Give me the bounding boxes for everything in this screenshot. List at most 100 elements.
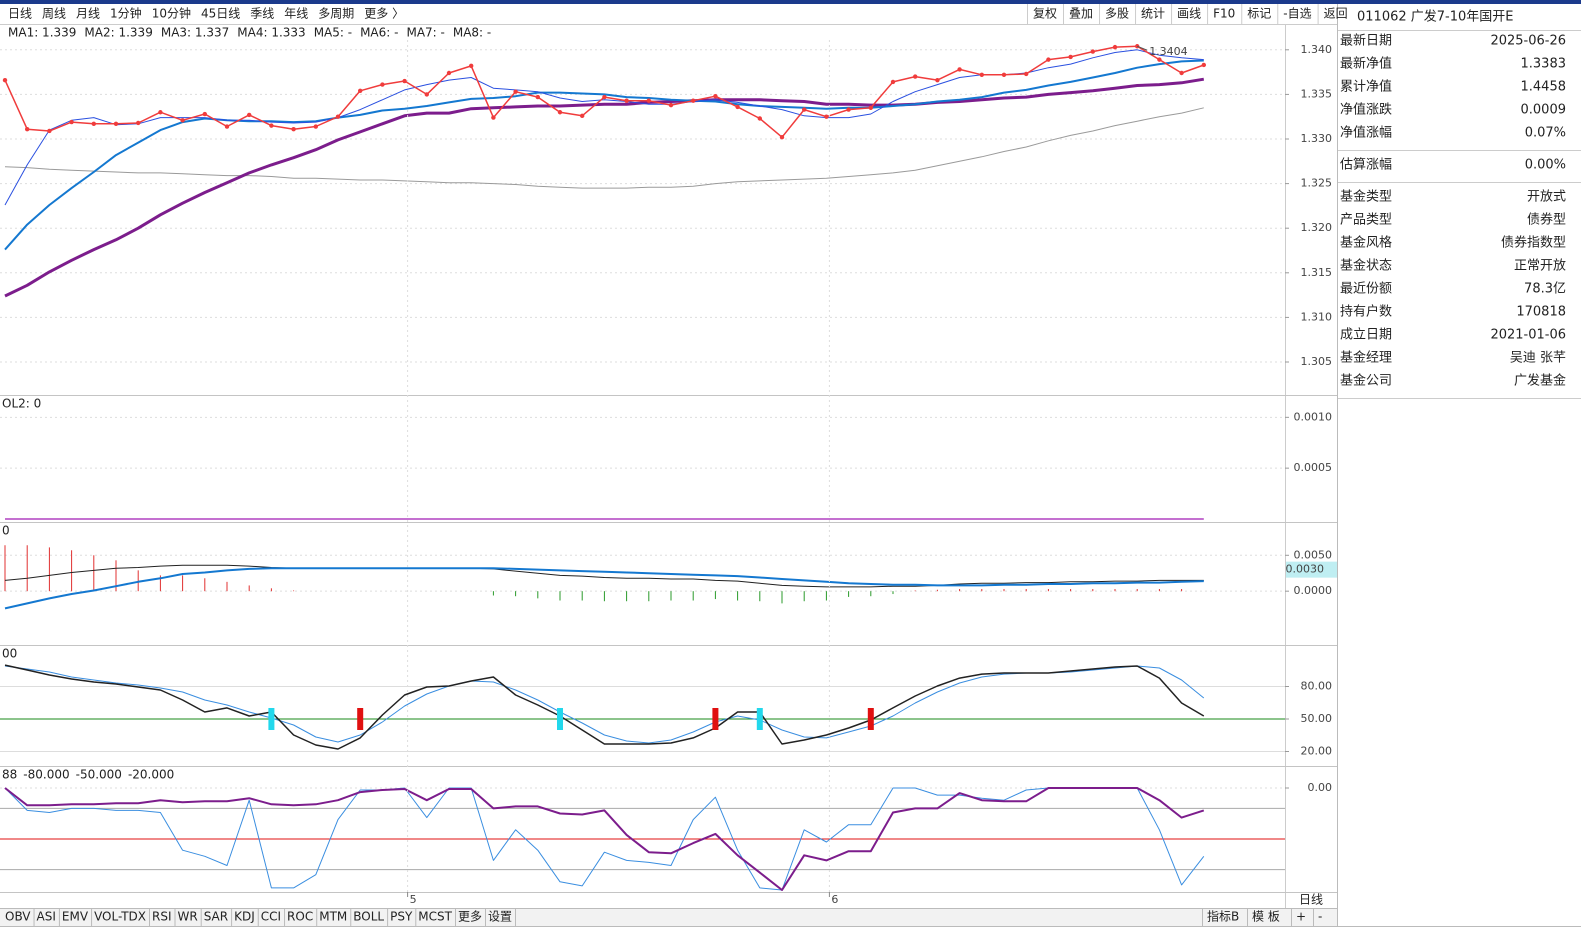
info-value: 1.4458: [1521, 80, 1567, 95]
data-point: [424, 92, 429, 97]
legend-entry: MA6: -: [360, 26, 398, 40]
tool-button[interactable]: 统计: [1141, 7, 1165, 21]
period-tab[interactable]: 月线: [76, 7, 100, 21]
series-line: [4, 567, 1204, 610]
macd-bar: [1092, 589, 1094, 592]
signal-marker: [867, 707, 874, 730]
macd-bar: [4, 545, 6, 592]
indicator-tab[interactable]: ASI: [37, 910, 56, 924]
data-point: [802, 107, 807, 112]
signal-marker: [268, 707, 275, 730]
info-label: 最新日期: [1340, 33, 1392, 49]
info-label: 基金类型: [1340, 189, 1392, 205]
macd-bar: [1025, 589, 1027, 592]
legend-entry: MA5: -: [314, 26, 352, 40]
macd-bar: [759, 591, 761, 602]
macd-bar: [115, 560, 117, 592]
macd-bar: [914, 590, 916, 592]
info-value: 开放式: [1527, 190, 1566, 205]
data-point: [757, 116, 762, 121]
macd-bar: [248, 585, 250, 592]
panel-button[interactable]: -: [1318, 910, 1322, 924]
series-line: [4, 564, 1204, 588]
indicator-tab[interactable]: WR: [178, 910, 198, 924]
period-tab[interactable]: 日线: [8, 7, 32, 21]
macd-bar: [137, 570, 139, 592]
indicator-tab[interactable]: MTM: [319, 910, 347, 924]
tool-button[interactable]: F10: [1213, 7, 1235, 21]
data-point: [136, 120, 141, 126]
data-point: [69, 119, 74, 125]
series-line: [4, 664, 1205, 750]
period-tab[interactable]: 10分钟: [152, 6, 191, 21]
period-tab[interactable]: 45日线: [201, 7, 240, 21]
info-value: 0.07%: [1525, 126, 1566, 141]
data-point: [47, 128, 52, 134]
macd-bar: [981, 589, 983, 592]
data-point: [979, 72, 984, 77]
y-tick-label: 20.00: [1301, 744, 1333, 757]
data-point: [824, 114, 829, 119]
indicator-tab[interactable]: 设置: [488, 910, 512, 924]
panel-button[interactable]: 模 板: [1252, 910, 1280, 924]
macd-bar: [1114, 589, 1116, 592]
indicator-tab[interactable]: 更多: [458, 910, 482, 924]
series-line: [4, 49, 1204, 206]
panel-button[interactable]: 指标B: [1207, 909, 1239, 924]
tool-button[interactable]: 复权: [1033, 7, 1057, 21]
x-axis-label: 日线: [1299, 893, 1323, 907]
series-line: [4, 77, 1205, 298]
macd-bar: [226, 581, 228, 592]
indicator-tab[interactable]: PSY: [390, 910, 413, 924]
x-tick-label: 6: [831, 893, 838, 906]
period-tab[interactable]: 多周期: [318, 7, 354, 21]
indicator-tab[interactable]: RSI: [152, 910, 172, 924]
macd-bar: [1070, 589, 1072, 592]
signal-marker: [557, 707, 563, 730]
indicator-tab[interactable]: MCST: [418, 910, 452, 924]
tool-button[interactable]: 标记: [1247, 7, 1271, 21]
data-point: [402, 78, 407, 84]
data-point: [713, 93, 718, 99]
tool-button[interactable]: 多股: [1105, 7, 1129, 21]
indicator-tab[interactable]: ROC: [287, 910, 313, 924]
indicator-tab[interactable]: VOL-TDX: [94, 910, 146, 924]
macd-bar: [48, 547, 50, 592]
tool-button[interactable]: 返回: [1324, 7, 1348, 21]
macd-bar: [870, 591, 872, 597]
series-line: [4, 59, 1204, 251]
period-tab[interactable]: 季线: [250, 7, 274, 21]
period-tab[interactable]: 年线: [284, 7, 308, 21]
panel-button[interactable]: +: [1296, 910, 1306, 924]
macd-bar: [581, 591, 583, 601]
y-tick-label: 0.0010: [1294, 410, 1333, 423]
level-label: -80.000: [23, 768, 69, 782]
info-label: 最近份额: [1340, 282, 1392, 297]
data-point: [1023, 71, 1029, 77]
period-tab[interactable]: 1分钟: [110, 6, 142, 21]
macd-bar: [270, 588, 272, 592]
period-tab[interactable]: 更多 〉: [364, 7, 404, 21]
info-value: 正常开放: [1514, 259, 1566, 274]
info-panel: [1338, 4, 1581, 926]
indicator-tab[interactable]: EMV: [62, 910, 89, 924]
tool-button[interactable]: -自选: [1283, 7, 1311, 21]
tool-button[interactable]: 画线: [1177, 7, 1201, 21]
tool-button[interactable]: 叠加: [1069, 7, 1093, 21]
data-point: [291, 126, 296, 132]
indicator-tab[interactable]: SAR: [204, 910, 228, 924]
period-tab[interactable]: 周线: [42, 7, 66, 21]
y-tick-label: 50.00: [1301, 712, 1333, 725]
info-label: 最新净值: [1340, 56, 1392, 72]
data-point: [113, 121, 119, 127]
data-point: [380, 82, 385, 87]
data-point: [1157, 57, 1162, 62]
max-pointer: [1137, 45, 1148, 51]
indicator-tab[interactable]: KDJ: [234, 910, 255, 924]
legend-entry: MA8: -: [453, 26, 491, 40]
indicator-tab[interactable]: OBV: [5, 910, 31, 924]
indicator-tab[interactable]: BOLL: [353, 910, 384, 924]
series-line: [4, 45, 1205, 138]
data-point: [646, 98, 651, 103]
indicator-tab[interactable]: CCI: [261, 910, 281, 924]
